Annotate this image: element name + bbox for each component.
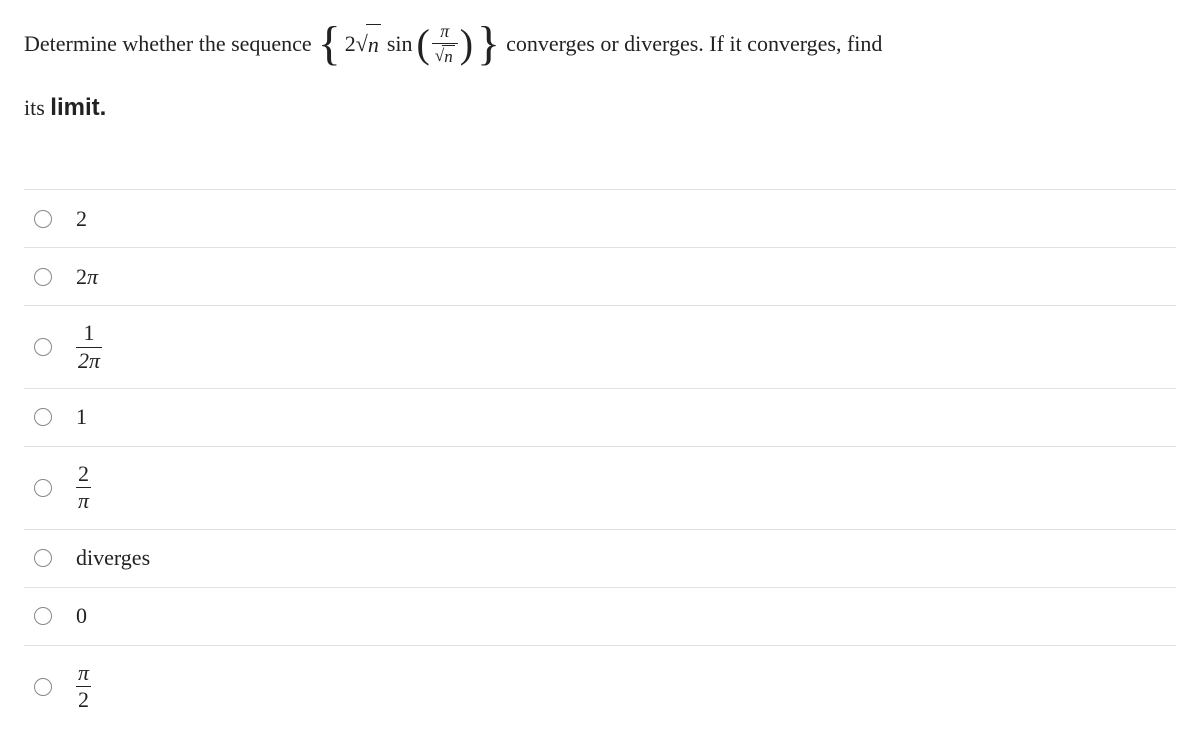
sqrt-n: √ n	[356, 24, 381, 65]
option-label: 0	[76, 603, 87, 629]
radio-button[interactable]	[34, 210, 52, 228]
option-2[interactable]: 12π	[24, 305, 1176, 388]
option-6[interactable]: 0	[24, 587, 1176, 645]
option-label: 12π	[76, 320, 102, 374]
options-list: 22π12π12πdiverges0π2	[24, 189, 1176, 727]
radio-button[interactable]	[34, 607, 52, 625]
pi-over-sqrtn: π √ n	[432, 20, 458, 68]
option-label: diverges	[76, 545, 150, 571]
inner-sqrt-content: n	[442, 45, 455, 68]
left-paren: (	[417, 24, 430, 64]
option-3[interactable]: 1	[24, 388, 1176, 446]
question-text-after: converges or diverges. If it converges, …	[506, 24, 882, 64]
frac-numerator: π	[437, 20, 452, 43]
left-brace: {	[318, 20, 341, 68]
radio-button[interactable]	[34, 338, 52, 356]
option-label: 2π	[76, 264, 98, 290]
radio-button[interactable]	[34, 549, 52, 567]
radio-button[interactable]	[34, 479, 52, 497]
sequence-formula: { 2 √ n sin ( π √ n	[318, 20, 500, 68]
line2-prefix: its	[24, 88, 45, 128]
option-7[interactable]: π2	[24, 645, 1176, 728]
right-paren: )	[460, 24, 473, 64]
option-label: 1	[76, 404, 87, 430]
option-5[interactable]: diverges	[24, 529, 1176, 587]
frac-denominator: √ n	[432, 43, 458, 68]
option-label: 2π	[76, 461, 91, 515]
option-label: 2	[76, 206, 87, 232]
sin-func: sin	[387, 24, 413, 64]
question-line-1: Determine whether the sequence { 2 √ n s…	[24, 20, 1176, 68]
question-line-2: its limit.	[24, 86, 1176, 129]
option-label: π2	[76, 660, 91, 714]
radio-button[interactable]	[34, 268, 52, 286]
radio-button[interactable]	[34, 678, 52, 696]
inner-sqrt: √ n	[435, 45, 455, 68]
coefficient: 2	[345, 24, 356, 64]
formula-inner: 2 √ n sin ( π √ n )	[345, 20, 473, 68]
option-1[interactable]: 2π	[24, 247, 1176, 305]
option-0[interactable]: 2	[24, 189, 1176, 247]
option-4[interactable]: 2π	[24, 446, 1176, 529]
limit-bold: limit.	[50, 86, 106, 129]
radio-button[interactable]	[34, 408, 52, 426]
right-brace: }	[477, 20, 500, 68]
question-text: Determine whether the sequence { 2 √ n s…	[24, 20, 1176, 129]
sqrt-content: n	[366, 24, 381, 65]
question-text-before: Determine whether the sequence	[24, 24, 312, 64]
